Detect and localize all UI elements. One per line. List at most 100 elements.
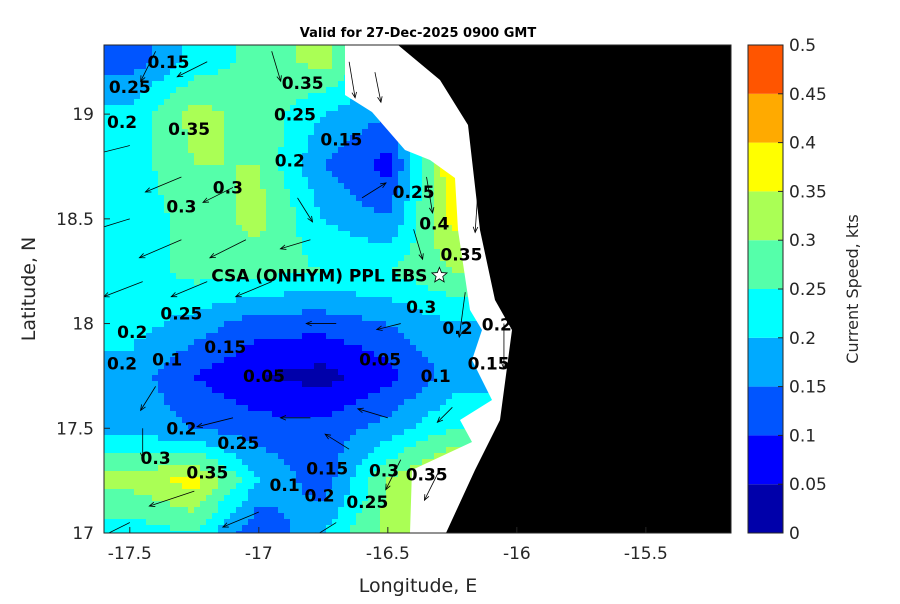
speed-cell — [260, 399, 266, 405]
speed-cell — [152, 375, 158, 381]
speed-cell — [152, 351, 158, 357]
speed-cell — [182, 147, 188, 153]
speed-cell — [416, 285, 422, 291]
speed-cell — [374, 267, 380, 273]
speed-cell — [398, 447, 404, 453]
speed-cell — [410, 207, 416, 213]
speed-cell — [446, 363, 452, 369]
speed-cell — [122, 105, 128, 111]
speed-cell — [284, 63, 290, 69]
speed-cell — [416, 363, 422, 369]
speed-cell — [362, 381, 368, 387]
speed-cell — [236, 423, 242, 429]
speed-cell — [308, 207, 314, 213]
speed-cell — [122, 87, 128, 93]
speed-cell — [440, 387, 446, 393]
speed-cell — [122, 423, 128, 429]
speed-cell — [416, 453, 422, 459]
speed-cell — [164, 441, 170, 447]
speed-cell — [356, 309, 362, 315]
speed-cell — [416, 393, 422, 399]
speed-cell — [266, 45, 272, 51]
speed-cell — [164, 327, 170, 333]
speed-cell — [218, 189, 224, 195]
speed-cell — [236, 153, 242, 159]
speed-cell — [374, 195, 380, 201]
speed-cell — [242, 165, 248, 171]
speed-cell — [386, 321, 392, 327]
speed-cell — [224, 57, 230, 63]
speed-cell — [308, 261, 314, 267]
speed-cell — [290, 165, 296, 171]
speed-cell — [416, 279, 422, 285]
speed-cell — [266, 435, 272, 441]
speed-cell — [170, 201, 176, 207]
speed-cell — [296, 351, 302, 357]
speed-cell — [224, 411, 230, 417]
speed-cell — [110, 195, 116, 201]
speed-cell — [386, 243, 392, 249]
speed-cell — [122, 159, 128, 165]
speed-cell — [176, 123, 182, 129]
speed-cell — [218, 117, 224, 123]
speed-cell — [428, 267, 434, 273]
speed-cell — [104, 105, 110, 111]
speed-cell — [230, 177, 236, 183]
speed-cell — [242, 243, 248, 249]
speed-cell — [200, 339, 206, 345]
speed-cell — [326, 381, 332, 387]
speed-cell — [182, 255, 188, 261]
speed-cell — [182, 429, 188, 435]
speed-cell — [122, 147, 128, 153]
speed-cell — [188, 291, 194, 297]
speed-cell — [182, 339, 188, 345]
speed-cell — [188, 393, 194, 399]
speed-cell — [206, 345, 212, 351]
speed-cell — [188, 327, 194, 333]
speed-cell — [140, 189, 146, 195]
speed-cell — [278, 363, 284, 369]
speed-cell — [362, 255, 368, 261]
speed-cell — [152, 99, 158, 105]
speed-cell — [110, 69, 116, 75]
speed-cell — [296, 423, 302, 429]
speed-cell — [254, 207, 260, 213]
speed-cell — [266, 135, 272, 141]
speed-cell — [290, 231, 296, 237]
speed-cell — [104, 99, 110, 105]
speed-cell — [176, 129, 182, 135]
speed-cell — [284, 441, 290, 447]
speed-cell — [386, 387, 392, 393]
speed-cell — [146, 159, 152, 165]
speed-cell — [392, 225, 398, 231]
speed-cell — [224, 231, 230, 237]
speed-cell — [212, 243, 218, 249]
speed-cell — [248, 447, 254, 453]
speed-cell — [134, 291, 140, 297]
speed-cell — [200, 201, 206, 207]
speed-cell — [152, 81, 158, 87]
speed-cell — [278, 105, 284, 111]
speed-cell — [134, 333, 140, 339]
speed-cell — [140, 303, 146, 309]
speed-cell — [290, 213, 296, 219]
speed-cell — [320, 141, 326, 147]
speed-cell — [206, 369, 212, 375]
speed-cell — [212, 291, 218, 297]
speed-cell — [188, 465, 194, 471]
speed-cell — [314, 111, 320, 117]
speed-cell — [314, 63, 320, 69]
speed-cell — [110, 249, 116, 255]
speed-cell — [266, 171, 272, 177]
speed-cell — [236, 471, 242, 477]
speed-cell — [326, 195, 332, 201]
speed-cell — [224, 159, 230, 165]
speed-cell — [134, 81, 140, 87]
speed-cell — [332, 447, 338, 453]
speed-cell — [284, 249, 290, 255]
speed-cell — [152, 201, 158, 207]
speed-cell — [290, 117, 296, 123]
speed-cell — [326, 279, 332, 285]
speed-cell — [134, 105, 140, 111]
speed-cell — [224, 129, 230, 135]
